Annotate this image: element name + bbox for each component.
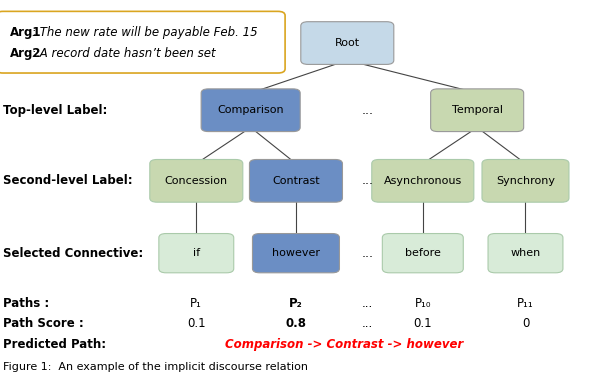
Text: ...: ... — [362, 317, 373, 330]
Text: Temporal: Temporal — [452, 105, 503, 115]
Text: when: when — [510, 248, 541, 258]
Text: Path Score :: Path Score : — [3, 317, 84, 330]
Text: Predicted Path:: Predicted Path: — [3, 338, 106, 351]
Text: Arg2: Arg2 — [10, 48, 42, 60]
Text: Figure 1:  An example of the implicit discourse relation: Figure 1: An example of the implicit dis… — [3, 362, 308, 372]
Text: : A record date hasn’t been set: : A record date hasn’t been set — [32, 48, 216, 60]
FancyBboxPatch shape — [201, 89, 300, 132]
Text: 0.8: 0.8 — [286, 317, 306, 330]
Text: ...: ... — [361, 247, 373, 260]
Text: : The new rate will be payable Feb. 15: : The new rate will be payable Feb. 15 — [32, 26, 258, 39]
Text: Selected Connective:: Selected Connective: — [3, 247, 143, 260]
Text: Paths :: Paths : — [3, 296, 50, 310]
Text: Contrast: Contrast — [272, 176, 320, 186]
FancyBboxPatch shape — [159, 234, 234, 273]
Text: if: if — [193, 248, 200, 258]
Text: before: before — [405, 248, 441, 258]
FancyBboxPatch shape — [0, 12, 285, 73]
FancyBboxPatch shape — [382, 234, 463, 273]
FancyBboxPatch shape — [252, 234, 339, 273]
Text: P₁: P₁ — [190, 296, 202, 310]
Text: Synchrony: Synchrony — [496, 176, 555, 186]
FancyBboxPatch shape — [371, 160, 474, 202]
FancyBboxPatch shape — [482, 160, 569, 202]
Text: 0.1: 0.1 — [414, 317, 432, 330]
Text: P₂: P₂ — [289, 296, 303, 310]
FancyBboxPatch shape — [488, 234, 563, 273]
Text: Root: Root — [335, 38, 360, 48]
Text: however: however — [272, 248, 320, 258]
Text: ...: ... — [361, 104, 373, 117]
Text: ...: ... — [361, 174, 373, 187]
Text: Top-level Label:: Top-level Label: — [3, 104, 108, 117]
Text: Concession: Concession — [165, 176, 228, 186]
FancyBboxPatch shape — [301, 22, 394, 64]
Text: Arg1: Arg1 — [10, 26, 42, 39]
Text: P₁₁: P₁₁ — [517, 296, 534, 310]
Text: 0: 0 — [522, 317, 529, 330]
Text: Asynchronous: Asynchronous — [384, 176, 462, 186]
FancyBboxPatch shape — [249, 160, 342, 202]
FancyBboxPatch shape — [150, 160, 243, 202]
Text: Second-level Label:: Second-level Label: — [3, 174, 133, 187]
Text: P₁₀: P₁₀ — [414, 296, 431, 310]
FancyBboxPatch shape — [431, 89, 524, 132]
Text: ...: ... — [362, 296, 373, 310]
Text: 0.1: 0.1 — [187, 317, 205, 330]
Text: Comparison -> Contrast -> however: Comparison -> Contrast -> however — [225, 338, 463, 351]
Text: Comparison: Comparison — [217, 105, 284, 115]
